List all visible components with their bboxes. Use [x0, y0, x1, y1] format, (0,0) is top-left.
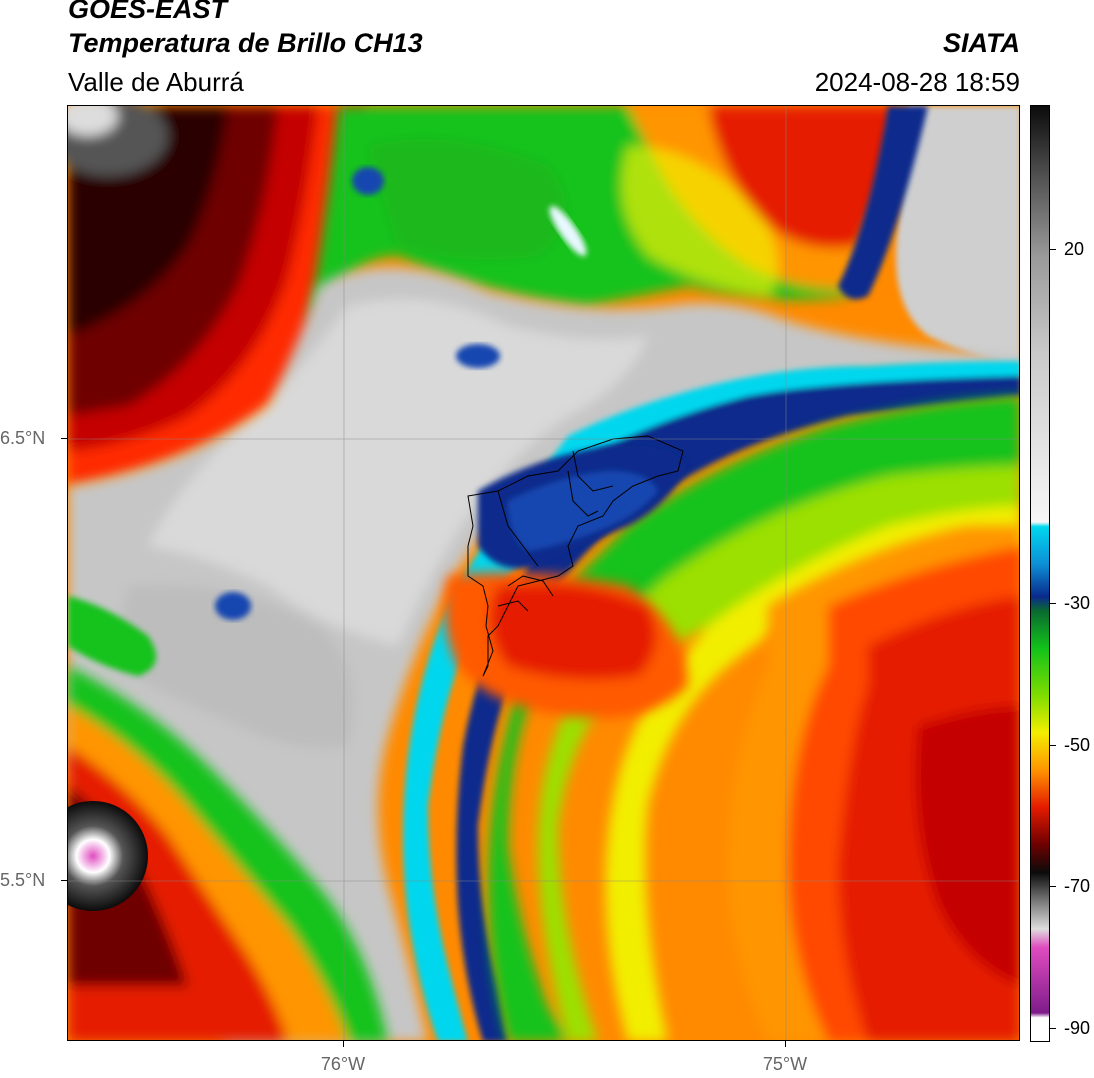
brightness-temperature-map[interactable]	[67, 105, 1020, 1041]
brand-label: SIATA	[943, 28, 1020, 58]
satellite-title: GOES-EAST	[68, 0, 228, 24]
lat-label-5-5: 5.5°N	[0, 870, 46, 890]
colorbar-tick	[1050, 1028, 1056, 1029]
colorbar-label-minus30: -30	[1064, 593, 1091, 613]
lon-tick	[343, 1041, 344, 1047]
graticule	[68, 106, 1019, 1040]
colorbar-tick	[1050, 249, 1056, 250]
map-canvas	[68, 106, 1019, 1040]
region-label: Valle de Aburrá	[68, 67, 244, 97]
colorbar-label-minus50: -50	[1064, 735, 1091, 755]
valle-de-aburra-boundaries	[467, 435, 684, 677]
product-title: Temperatura de Brillo CH13	[68, 28, 423, 58]
colorbar-label-minus70: -70	[1064, 876, 1091, 896]
lon-tick	[785, 1041, 786, 1047]
lat-tick	[61, 438, 67, 439]
storm-core-northwest	[68, 106, 368, 486]
lat-tick	[61, 880, 67, 881]
colorbar-label-20: 20	[1064, 239, 1085, 259]
timestamp-label: 2024-08-28 18:59	[814, 67, 1020, 97]
lon-label-76: 76°W	[320, 1054, 366, 1074]
colorbar-tick	[1050, 886, 1056, 887]
lat-label-6-5: 6.5°N	[0, 428, 46, 448]
colorbar-tick	[1050, 603, 1056, 604]
colorbar-tick	[1050, 745, 1056, 746]
colorbar-label-minus90: -90	[1064, 1018, 1091, 1038]
lon-label-75: 75°W	[762, 1054, 808, 1074]
temperature-colorbar	[1030, 105, 1050, 1042]
